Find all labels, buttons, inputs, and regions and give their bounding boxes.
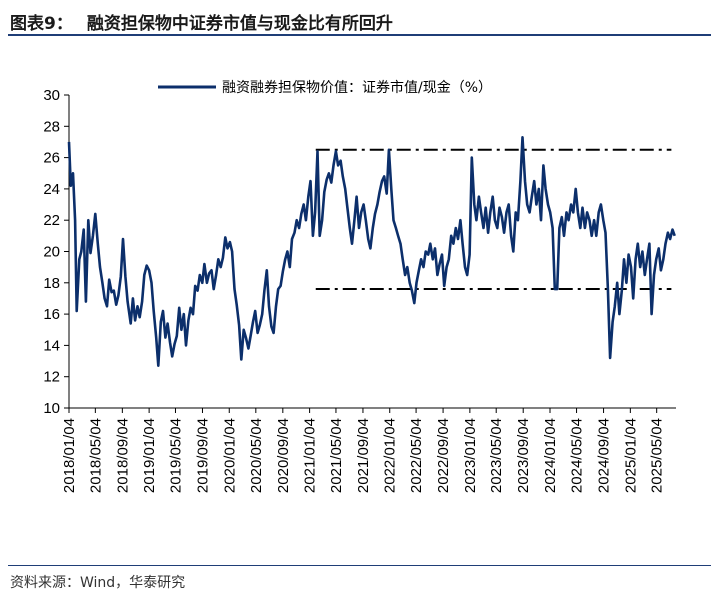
x-tick-label: 2019/09/04	[194, 418, 211, 493]
x-tick-label: 2020/05/04	[248, 418, 265, 493]
y-tick-label: 28	[43, 118, 60, 135]
x-tick-label: 2024/09/04	[596, 418, 613, 493]
y-tick-label: 26	[43, 150, 60, 167]
x-tick-label: 2025/05/04	[649, 418, 666, 493]
x-tick-label: 2021/09/04	[355, 418, 372, 493]
x-tick-label: 2023/09/04	[515, 418, 532, 493]
x-tick-label: 2019/01/04	[141, 418, 158, 493]
x-tick-label: 2019/05/04	[167, 418, 184, 493]
source-divider	[8, 565, 711, 566]
x-tick-label: 2020/01/04	[221, 418, 238, 493]
y-tick-label: 24	[43, 181, 60, 198]
y-tick-label: 12	[43, 369, 60, 386]
figure-label: 图表9：	[10, 14, 73, 34]
x-tick-label: 2018/01/04	[61, 418, 78, 493]
x-tick-label: 2024/01/04	[542, 418, 559, 493]
y-tick-label: 16	[43, 306, 60, 323]
source-note: 资料来源：Wind，华泰研究	[10, 575, 186, 591]
x-tick-label: 2023/05/04	[488, 418, 505, 493]
y-tick-label: 30	[43, 87, 60, 104]
x-tick-label: 2021/05/04	[328, 418, 345, 493]
y-tick-label: 14	[43, 337, 60, 354]
x-tick-label: 2018/05/04	[87, 418, 104, 493]
x-tick-label: 2024/05/04	[569, 418, 586, 493]
x-tick-label: 2018/09/04	[114, 418, 131, 493]
series-line	[67, 136, 676, 367]
y-tick-label: 22	[43, 212, 60, 229]
x-tick-label: 2022/09/04	[435, 418, 452, 493]
figure-title: 图表9： 融资担保物中证券市值与现金比有所回升	[10, 9, 393, 34]
line-chart: 10 12 14 16 18 20 22 24 26 28 30 2018/01/04 2018/05/…	[43, 79, 676, 493]
y-tick-label: 18	[43, 275, 60, 292]
x-tick-label: 2022/01/04	[382, 418, 399, 493]
y-tick-label: 20	[43, 244, 60, 261]
x-tick-label: 2020/09/04	[275, 418, 292, 493]
x-tick-label: 2023/01/04	[462, 418, 479, 493]
x-tick-label: 2022/05/04	[408, 418, 425, 493]
y-tick-label: 10	[43, 400, 60, 417]
x-tick-label: 2021/01/04	[302, 418, 319, 493]
legend-label: 融资融券担保物价值：证券市值/现金（%）	[222, 79, 492, 96]
title-bar: 图表9： 融资担保物中证券市值与现金比有所回升	[8, 6, 711, 36]
figure-title-text: 融资担保物中证券市值与现金比有所回升	[86, 14, 393, 34]
x-tick-label: 2025/01/04	[622, 418, 639, 493]
